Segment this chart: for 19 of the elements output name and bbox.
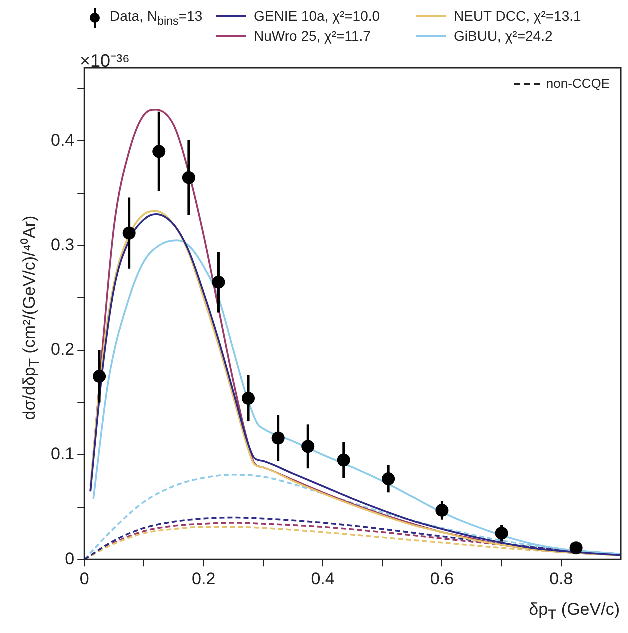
legend-label: GiBUU, χ²=24.2 — [454, 28, 553, 44]
x-tick-label: 0.8 — [550, 569, 574, 588]
y-tick-label: 0.1 — [50, 444, 75, 464]
annotation: non-CCQE — [546, 76, 610, 91]
legend-label: Data, N$_{bins}$=13 — [110, 8, 203, 28]
y-tick-label: 0.4 — [50, 130, 75, 150]
x-axis-title: δp$_{T}$ (GeV/c) — [529, 600, 620, 624]
point — [570, 542, 583, 555]
x-tick-label: 0.2 — [192, 569, 216, 588]
x-tick-label: 0.4 — [311, 569, 335, 588]
y-tick-label: 0 — [65, 549, 75, 568]
legend-label: NEUT DCC, χ²=13.1 — [454, 8, 582, 24]
annotation: ×10⁻³⁶ — [80, 50, 130, 72]
legend-label: NuWro 25, χ²=11.7 — [254, 28, 371, 44]
x-tick-label: 0.6 — [430, 569, 454, 588]
x-tick-label: 0 — [80, 569, 90, 588]
legend-label: GENIE 10a, χ²=10.0 — [254, 8, 380, 24]
y-tick-label: 0.3 — [50, 236, 75, 254]
y-tick-label: 0.2 — [50, 340, 75, 360]
